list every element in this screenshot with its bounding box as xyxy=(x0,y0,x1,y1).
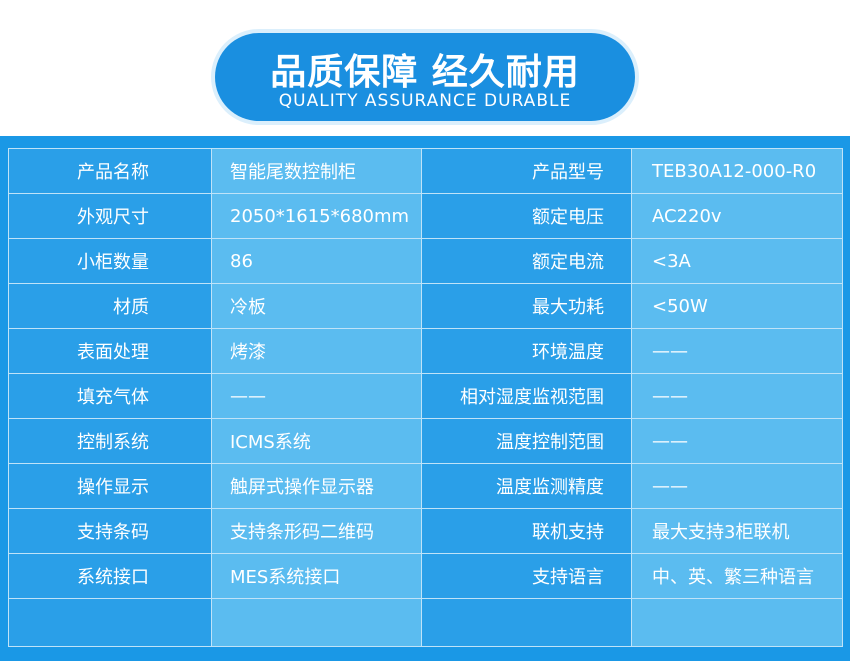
table-row: 系统接口 MES系统接口 支持语言 中、英、繁三种语言 xyxy=(8,554,843,599)
table-row: 表面处理 烤漆 环境温度 —— xyxy=(8,329,843,374)
spec-value: MES系统接口 xyxy=(212,554,422,598)
spec-label: 材质 xyxy=(8,284,212,328)
table-row: 外观尺寸 2050*1615*680mm 额定电压 AC220v xyxy=(8,194,843,239)
header-title: 品质保障 经久耐用 xyxy=(270,52,580,93)
spec-label: 小柜数量 xyxy=(8,239,212,283)
spec-label: 环境温度 xyxy=(422,329,632,373)
spec-label: 填充气体 xyxy=(8,374,212,418)
spec-value: 烤漆 xyxy=(212,329,422,373)
spec-label: 表面处理 xyxy=(8,329,212,373)
empty-cell xyxy=(212,599,422,646)
spec-value: —— xyxy=(632,374,843,418)
spec-table: 产品名称 智能尾数控制柜 产品型号 TEB30A12-000-R0 外观尺寸 2050*1… xyxy=(8,148,843,647)
spec-label: 系统接口 xyxy=(8,554,212,598)
spec-value: <3A xyxy=(632,239,843,283)
spec-value: 支持条形码二维码 xyxy=(212,509,422,553)
table-row: 产品名称 智能尾数控制柜 产品型号 TEB30A12-000-R0 xyxy=(8,148,843,194)
spec-label: 额定电流 xyxy=(422,239,632,283)
spec-value: 86 xyxy=(212,239,422,283)
spec-value: —— xyxy=(212,374,422,418)
table-row xyxy=(8,599,843,647)
header-badge: 品质保障 经久耐用 QUALITY ASSURANCE DURABLE xyxy=(215,33,635,121)
spec-label: 操作显示 xyxy=(8,464,212,508)
spec-value: 中、英、繁三种语言 xyxy=(632,554,843,598)
empty-cell xyxy=(422,599,632,646)
spec-label: 额定电压 xyxy=(422,194,632,238)
table-row: 填充气体 —— 相对湿度监视范围 —— xyxy=(8,374,843,419)
spec-label: 相对湿度监视范围 xyxy=(422,374,632,418)
table-row: 控制系统 ICMS系统 温度控制范围 —— xyxy=(8,419,843,464)
empty-cell xyxy=(632,599,843,646)
empty-cell xyxy=(8,599,212,646)
spec-label: 支持语言 xyxy=(422,554,632,598)
spec-value: ICMS系统 xyxy=(212,419,422,463)
spec-label: 支持条码 xyxy=(8,509,212,553)
spec-value: —— xyxy=(632,419,843,463)
spec-value: 最大支持3柜联机 xyxy=(632,509,843,553)
table-row: 小柜数量 86 额定电流 <3A xyxy=(8,239,843,284)
spec-label: 外观尺寸 xyxy=(8,194,212,238)
spec-value: AC220v xyxy=(632,194,843,238)
spec-value: —— xyxy=(632,464,843,508)
spec-value: TEB30A12-000-R0 xyxy=(632,149,843,193)
spec-value: —— xyxy=(632,329,843,373)
table-row: 操作显示 触屏式操作显示器 温度监测精度 —— xyxy=(8,464,843,509)
spec-label: 最大功耗 xyxy=(422,284,632,328)
spec-label: 温度控制范围 xyxy=(422,419,632,463)
spec-value: 冷板 xyxy=(212,284,422,328)
spec-label: 温度监测精度 xyxy=(422,464,632,508)
spec-label: 联机支持 xyxy=(422,509,632,553)
spec-value: 2050*1615*680mm xyxy=(212,194,422,238)
spec-label: 产品名称 xyxy=(8,149,212,193)
spec-label: 产品型号 xyxy=(422,149,632,193)
header-subtitle: QUALITY ASSURANCE DURABLE xyxy=(278,91,572,111)
table-row: 支持条码 支持条形码二维码 联机支持 最大支持3柜联机 xyxy=(8,509,843,554)
spec-label: 控制系统 xyxy=(8,419,212,463)
spec-value: 智能尾数控制柜 xyxy=(212,149,422,193)
table-row: 材质 冷板 最大功耗 <50W xyxy=(8,284,843,329)
spec-value: <50W xyxy=(632,284,843,328)
spec-value: 触屏式操作显示器 xyxy=(212,464,422,508)
